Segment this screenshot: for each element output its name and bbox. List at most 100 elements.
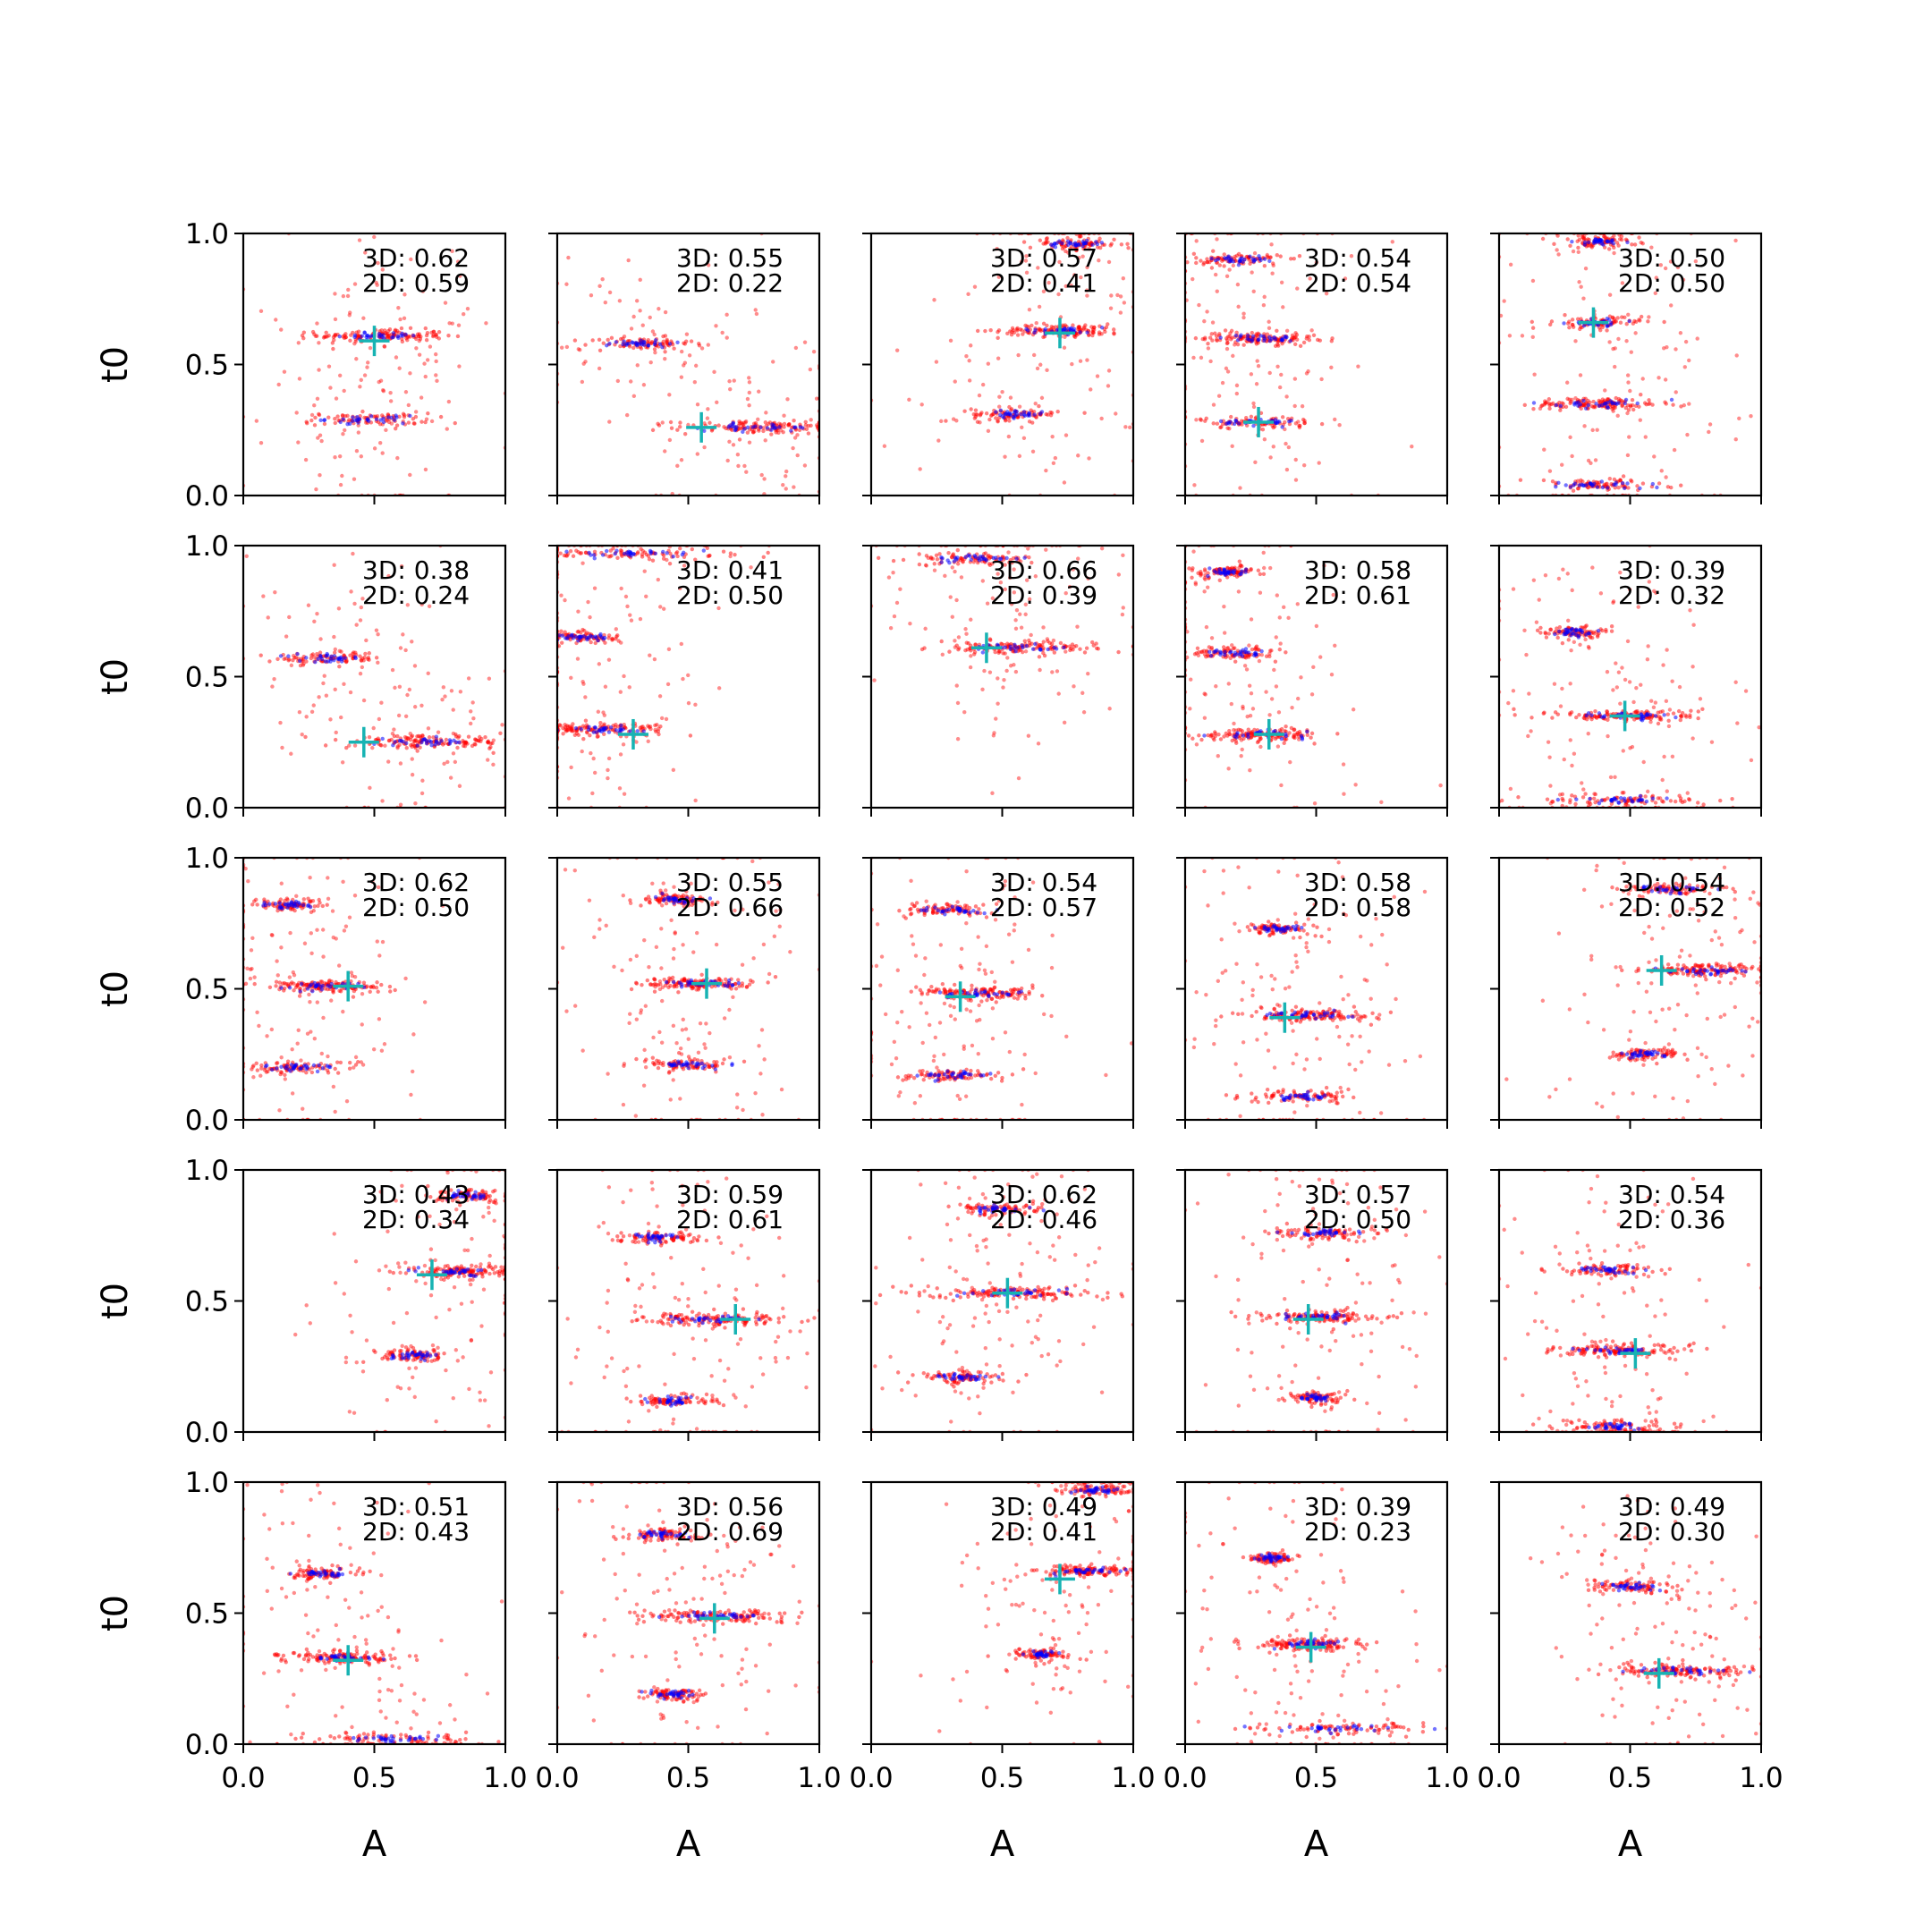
sample-point: [759, 472, 764, 478]
sample-point: [1191, 355, 1196, 360]
sample-point: [348, 653, 352, 657]
sample-point: [962, 409, 967, 413]
sample-point: [646, 739, 650, 743]
sample-point: [761, 555, 766, 559]
sample-point: [1571, 249, 1576, 254]
cluster-point: [341, 417, 346, 421]
cluster-point: [1619, 711, 1623, 716]
cluster-point: [1623, 397, 1629, 402]
sample-point: [443, 694, 447, 699]
cluster-point: [1288, 339, 1292, 343]
sample-point: [1036, 741, 1041, 746]
sample-point: [457, 364, 462, 369]
sample-point: [398, 802, 403, 807]
sample-point: [1111, 327, 1116, 332]
sample-point: [784, 474, 788, 479]
sample-point: [1586, 732, 1590, 736]
cluster-point: [565, 636, 570, 641]
sample-point: [993, 649, 997, 655]
sample-point: [1236, 304, 1241, 309]
sample-point: [564, 344, 570, 350]
sample-point: [409, 257, 413, 262]
sample-point: [658, 605, 663, 609]
sample-point: [1240, 422, 1244, 427]
sample-point: [1030, 420, 1035, 425]
sample-point: [671, 767, 676, 773]
cluster-point: [351, 415, 355, 419]
sample-point: [404, 735, 409, 741]
sample-point: [1250, 647, 1255, 652]
sample-point: [1575, 486, 1580, 491]
sample-point: [334, 730, 338, 735]
cluster-point: [955, 555, 960, 560]
cluster-point: [1233, 334, 1239, 338]
sample-point: [1038, 667, 1042, 673]
cluster-point: [353, 656, 358, 661]
sample-point: [1214, 684, 1218, 689]
cluster-point: [1570, 240, 1574, 244]
sample-point: [1580, 781, 1584, 785]
cluster-point: [1246, 333, 1250, 338]
sample-point: [1592, 714, 1597, 718]
sample-point: [309, 412, 315, 418]
sample-point: [440, 698, 445, 702]
sample-point: [1600, 628, 1605, 633]
sample-point: [306, 603, 311, 607]
sample-point: [405, 338, 410, 343]
sample-point: [1203, 577, 1208, 582]
sample-point: [1709, 740, 1715, 744]
sample-point: [1027, 555, 1031, 560]
sample-point: [795, 433, 800, 437]
sample-point: [1560, 640, 1565, 646]
sample-point: [668, 419, 674, 425]
sample-point: [458, 274, 462, 278]
sample-point: [1202, 691, 1207, 696]
sample-point: [1612, 245, 1616, 250]
sample-point: [1311, 665, 1316, 669]
cluster-point: [594, 730, 598, 734]
sample-point: [1279, 280, 1284, 284]
sample-point: [376, 660, 380, 665]
sample-point: [1620, 315, 1624, 319]
sample-point: [657, 694, 663, 699]
sample-point: [315, 321, 319, 326]
sample-point: [1239, 753, 1243, 758]
sample-point: [593, 640, 597, 646]
sample-point: [340, 473, 344, 479]
sample-point: [1209, 332, 1214, 336]
sample-point: [951, 417, 956, 421]
cluster-point: [340, 659, 344, 664]
sample-point: [1216, 753, 1220, 758]
sample-point: [363, 250, 368, 255]
cluster-point: [1030, 647, 1036, 651]
sample-point: [589, 292, 594, 298]
sample-point: [1017, 404, 1022, 409]
sample-point: [1566, 618, 1571, 623]
cluster-point: [604, 548, 609, 554]
cluster-point: [1280, 338, 1284, 343]
sample-point: [1027, 597, 1032, 602]
sample-point: [1290, 333, 1295, 338]
sample-point: [590, 791, 595, 796]
sample-point: [580, 561, 585, 565]
sample-point: [937, 552, 942, 556]
sample-point: [1315, 337, 1320, 343]
sample-point: [924, 554, 929, 558]
sample-point: [749, 565, 753, 570]
sample-point: [1570, 763, 1574, 768]
sample-point: [1012, 567, 1016, 572]
sample-point: [638, 277, 642, 283]
sample-point: [607, 419, 612, 424]
sample-point: [339, 715, 343, 720]
sample-point: [652, 347, 657, 352]
sample-point: [1108, 243, 1113, 248]
sample-point: [395, 744, 400, 749]
sample-point: [1118, 294, 1123, 299]
sample-point: [1057, 259, 1062, 265]
sample-point: [429, 330, 434, 335]
sample-point: [1558, 704, 1563, 708]
sample-point: [1301, 417, 1306, 422]
sample-point: [1693, 258, 1699, 264]
sample-point: [1543, 631, 1548, 636]
sample-point: [1051, 461, 1056, 466]
